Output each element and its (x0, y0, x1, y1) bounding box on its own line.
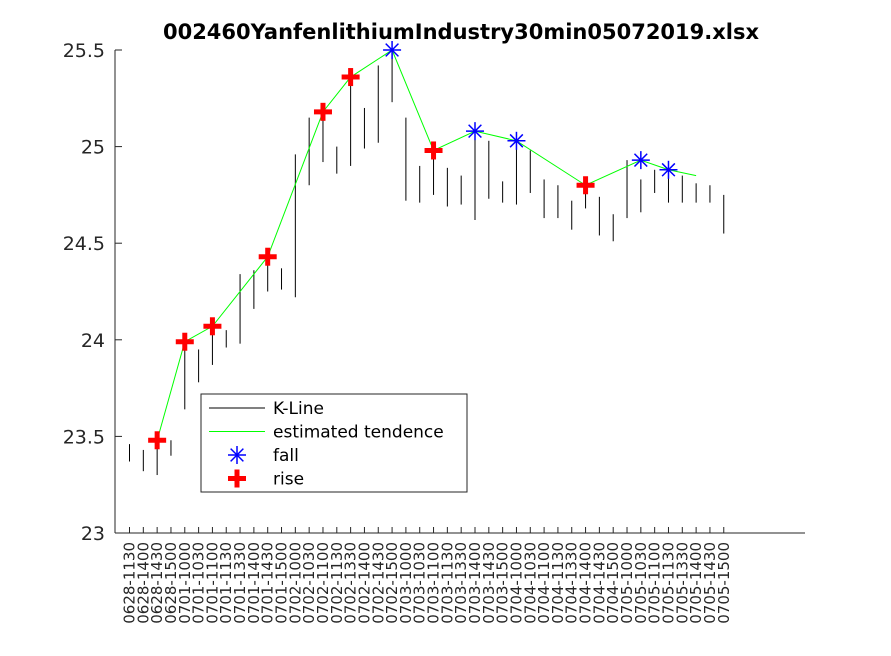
x-tick-label: 0704-1030 (521, 542, 539, 624)
x-tick-label: 0702-1100 (314, 542, 332, 624)
marker-series (148, 41, 678, 450)
y-tick-label: 24.5 (63, 233, 105, 255)
fall-marker (507, 131, 526, 150)
rise-marker (258, 247, 277, 266)
fall-marker (659, 160, 678, 179)
x-tick-label: 0704-1000 (507, 542, 525, 624)
x-tick-label: 0628-1500 (162, 542, 180, 624)
x-tick-label: 0628-1130 (121, 542, 139, 624)
x-tick-label: 0703-1500 (494, 542, 512, 624)
y-tick-label: 25.5 (63, 40, 105, 62)
axes: 2323.52424.52525.50628-11300628-14000628… (63, 40, 805, 624)
y-tick-label: 23 (81, 523, 105, 545)
legend: K-Line estimated tendence fall rise (200, 393, 468, 493)
x-tick-label: 0701-1430 (259, 542, 277, 624)
x-tick-label: 0704-1400 (577, 542, 595, 624)
x-tick-label: 0705-1100 (646, 542, 664, 624)
x-tick-label: 0703-1100 (425, 542, 443, 624)
x-tick-label: 0703-1130 (438, 542, 456, 624)
legend-box (200, 393, 468, 493)
x-tick-label: 0703-1400 (466, 542, 484, 624)
tendence-series (156, 49, 697, 441)
x-tick-label: 0703-1000 (397, 542, 415, 624)
x-tick-label: 0705-1030 (632, 542, 650, 624)
y-tick-label: 24 (81, 330, 105, 352)
rise-marker (148, 431, 167, 450)
fall-marker-stroke (633, 153, 648, 168)
fall-marker-stroke (230, 448, 244, 462)
rise-marker (203, 317, 222, 336)
x-tick-label: 0701-1400 (245, 542, 263, 624)
x-tick-label: 0704-1430 (590, 542, 608, 624)
fall-marker-stroke (509, 133, 524, 148)
x-tick-label: 0701-1500 (273, 542, 291, 624)
x-tick-label: 0704-1100 (535, 542, 553, 624)
x-tick-label: 0702-1130 (328, 542, 346, 624)
rise-marker (175, 332, 194, 351)
y-tick-label: 23.5 (63, 426, 105, 448)
rise-marker (313, 102, 332, 121)
legend-label: rise (273, 470, 304, 490)
x-tick-label: 0702-1430 (369, 542, 387, 624)
fall-marker-stroke (385, 43, 399, 57)
x-tick-label: 0705-1000 (618, 542, 636, 624)
rise-marker (576, 176, 595, 195)
rise-marker (341, 68, 360, 87)
x-tick-label: 0704-1130 (549, 542, 567, 624)
y-tick-label: 25 (81, 137, 105, 159)
x-tick-label: 0702-1330 (342, 542, 360, 624)
x-tick-label: 0702-1400 (355, 542, 373, 624)
x-tick-label: 0703-1430 (480, 542, 498, 624)
x-tick-label: 0704-1500 (604, 542, 622, 624)
x-tick-label: 0705-1430 (701, 542, 719, 624)
fall-marker (466, 122, 484, 141)
x-tick-label: 0702-1500 (383, 542, 401, 624)
legend-label: estimated tendence (273, 423, 444, 443)
x-tick-label: 0628-1430 (148, 542, 166, 624)
x-tick-label: 0701-1330 (231, 542, 249, 624)
legend-label: fall (273, 446, 299, 466)
x-tick-label: 0701-1000 (176, 542, 194, 624)
x-tick-label: 0701-1030 (190, 542, 208, 624)
fall-marker-stroke (468, 124, 482, 139)
fall-marker (228, 446, 246, 464)
chart-title: 002460YanfenlithiumIndustry30min05072019… (163, 20, 760, 44)
x-tick-label: 0703-1030 (411, 542, 429, 624)
x-tick-label: 0703-1330 (452, 542, 470, 624)
fall-marker (631, 151, 650, 170)
fall-marker-stroke (661, 162, 676, 177)
x-tick-label: 0701-1130 (217, 542, 235, 624)
x-tick-label: 0702-1030 (300, 542, 318, 624)
legend-swatch-plus (228, 469, 246, 488)
x-tick-label: 0702-1000 (286, 542, 304, 624)
tendence-line (156, 49, 697, 441)
x-tick-label: 0628-1400 (134, 542, 152, 624)
x-tick-label: 0704-1330 (563, 542, 581, 624)
rise-marker (424, 141, 443, 160)
x-tick-label: 0705-1400 (687, 542, 705, 624)
x-tick-label: 0705-1500 (715, 542, 733, 624)
x-tick-label: 0701-1100 (203, 542, 221, 624)
x-tick-label: 0705-1130 (659, 542, 677, 624)
x-tick-label: 0705-1330 (673, 542, 691, 624)
fall-marker (383, 41, 402, 59)
legend-label: K-Line (273, 399, 324, 419)
